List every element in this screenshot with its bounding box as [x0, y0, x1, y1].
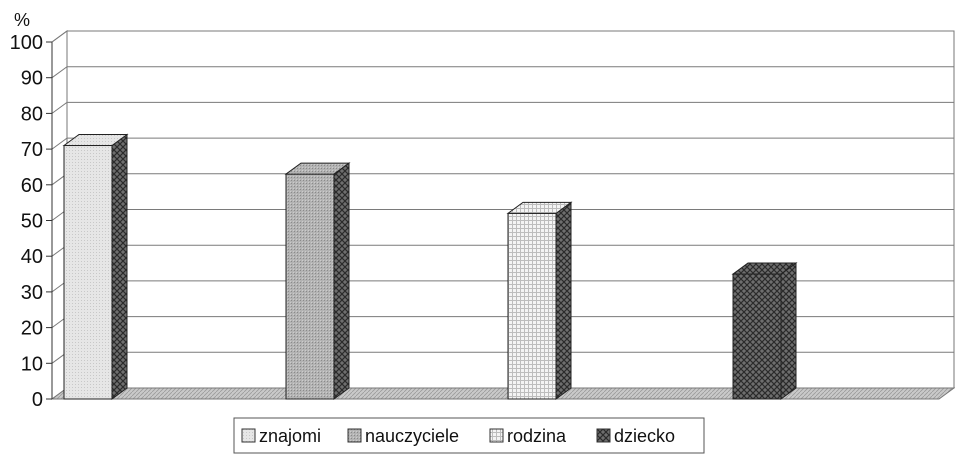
bar-side-face	[780, 262, 797, 400]
gridline	[51, 30, 954, 43]
bars	[62, 133, 798, 400]
bar-znajomi	[62, 133, 129, 400]
floor-plane	[50, 387, 955, 400]
bar-side-face	[333, 162, 350, 400]
legend-label-nauczyciele: nauczyciele	[365, 426, 459, 446]
y-tick-label: 90	[21, 68, 43, 90]
y-tick-label: 100	[10, 32, 43, 54]
legend-swatch-dziecko	[596, 428, 611, 443]
y-axis-unit: %	[14, 10, 30, 30]
legend-label-rodzina: rodzina	[507, 426, 567, 446]
legend-frame	[233, 417, 705, 454]
y-tick-label: 40	[21, 246, 43, 268]
y-tick-label: 20	[21, 318, 43, 340]
legend-swatch-znajomi	[241, 428, 256, 443]
gridline	[51, 66, 954, 79]
y-tick-label: 70	[21, 139, 43, 161]
y-tick-label: 60	[21, 175, 43, 197]
bar-side-face	[555, 201, 572, 400]
bar-front-face	[732, 273, 782, 400]
bar-front-face	[285, 173, 335, 400]
bar-top-face	[62, 134, 129, 147]
gridline	[51, 101, 954, 114]
legend: znajomi nauczyciele rodzina dziecko	[233, 417, 705, 454]
y-tick-label: 30	[21, 282, 43, 304]
y-tick-label: 50	[21, 211, 43, 233]
plot-walls	[51, 30, 955, 400]
bar-top-face	[284, 162, 351, 175]
legend-swatch-rodzina	[489, 428, 504, 443]
bar-side-face	[111, 133, 128, 400]
bar-dziecko	[731, 262, 798, 400]
legend-label-znajomi: znajomi	[259, 426, 321, 446]
y-tick-label: 10	[21, 353, 43, 375]
bar-front-face	[507, 212, 557, 400]
legend-swatch-nauczyciele	[347, 428, 362, 443]
gridline	[51, 137, 954, 150]
y-tick-label: 0	[32, 389, 43, 411]
bar-top-face	[506, 201, 573, 214]
y-axis-ticks: 0 10 20 30 40 50 60 70 80 90 100	[10, 32, 53, 411]
y-tick-label: 80	[21, 103, 43, 125]
plot-floor	[50, 387, 955, 400]
legend-label-dziecko: dziecko	[614, 426, 675, 446]
bar-top-face	[731, 262, 798, 275]
bar-nauczyciele	[284, 162, 351, 400]
bar-rodzina	[506, 201, 573, 400]
bar-front-face	[63, 145, 113, 400]
